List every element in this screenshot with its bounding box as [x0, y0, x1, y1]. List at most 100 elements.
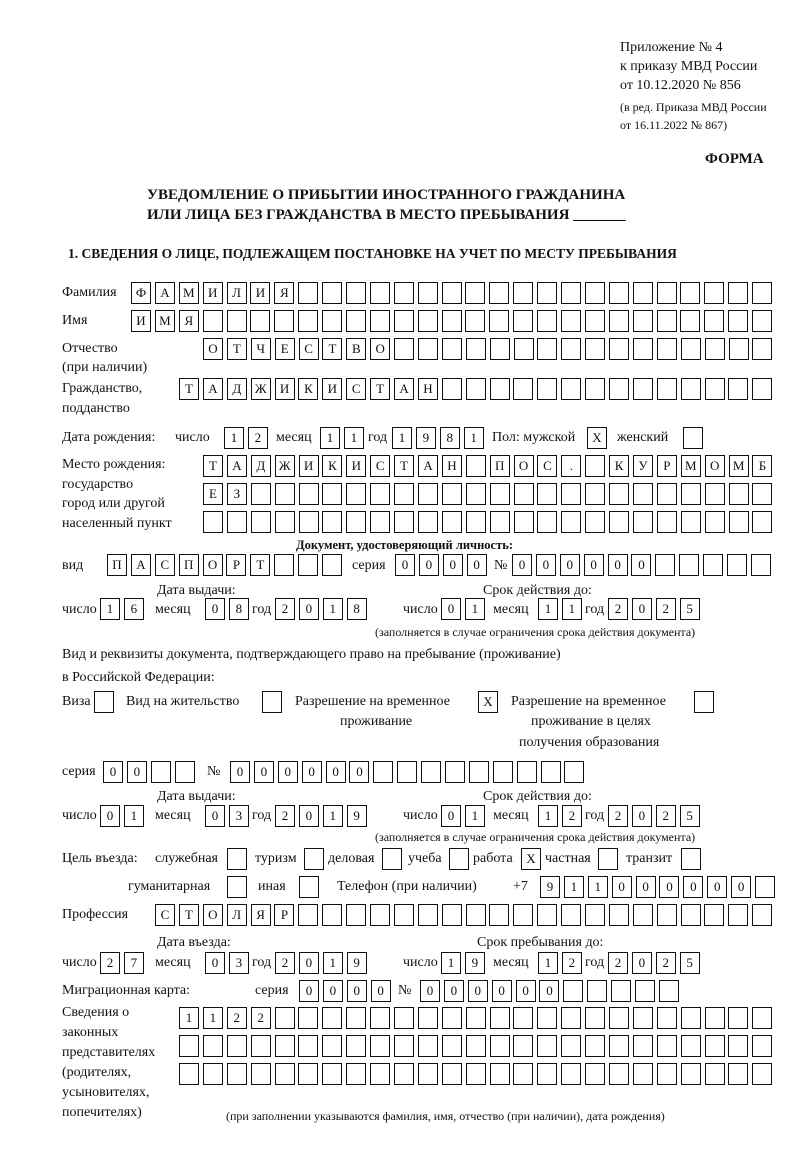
char-cell[interactable]: [489, 511, 510, 533]
char-cell[interactable]: С: [155, 904, 175, 926]
char-cell[interactable]: [202, 1063, 223, 1085]
char-cell[interactable]: 1: [538, 952, 558, 974]
char-cell[interactable]: [633, 338, 654, 360]
char-cell[interactable]: Ч: [250, 338, 271, 360]
purpose-official-checkbox[interactable]: [227, 848, 247, 870]
char-cell[interactable]: [728, 338, 749, 360]
char-cell[interactable]: [298, 511, 319, 533]
char-cell[interactable]: 1: [587, 876, 608, 898]
char-cell[interactable]: [728, 1063, 749, 1085]
char-cell[interactable]: [441, 338, 462, 360]
char-cell[interactable]: [489, 483, 510, 505]
char-cell[interactable]: [298, 554, 319, 576]
char-cell[interactable]: [394, 1035, 415, 1057]
char-cell[interactable]: [441, 378, 462, 400]
char-cell[interactable]: Т: [226, 338, 247, 360]
char-cell[interactable]: [421, 761, 442, 783]
char-cell[interactable]: [250, 511, 271, 533]
char-cell[interactable]: 0: [277, 761, 298, 783]
char-cell[interactable]: [632, 310, 653, 332]
char-cell[interactable]: [537, 1035, 558, 1057]
char-cell[interactable]: А: [418, 455, 439, 477]
char-cell[interactable]: [728, 483, 749, 505]
char-cell[interactable]: [441, 511, 462, 533]
char-cell[interactable]: 1: [538, 805, 558, 827]
char-cell[interactable]: [609, 511, 630, 533]
char-cell[interactable]: [441, 282, 462, 304]
char-cell[interactable]: 0: [707, 876, 728, 898]
char-cell[interactable]: [150, 761, 171, 783]
char-cell[interactable]: [322, 483, 343, 505]
char-cell[interactable]: 9: [346, 952, 367, 974]
char-cell[interactable]: П: [489, 455, 510, 477]
char-cell[interactable]: 1: [343, 427, 364, 449]
char-cell[interactable]: 7: [123, 952, 144, 974]
char-cell[interactable]: [752, 483, 773, 505]
char-cell[interactable]: [274, 1007, 295, 1029]
char-cell[interactable]: [680, 904, 701, 926]
char-cell[interactable]: 0: [103, 761, 123, 783]
char-cell[interactable]: [658, 980, 679, 1002]
char-cell[interactable]: 2: [655, 952, 676, 974]
char-cell[interactable]: [728, 378, 749, 400]
char-cell[interactable]: 1: [322, 952, 343, 974]
char-cell[interactable]: [680, 338, 701, 360]
char-cell[interactable]: [370, 904, 391, 926]
char-cell[interactable]: [656, 1035, 677, 1057]
char-cell[interactable]: Т: [322, 338, 343, 360]
char-cell[interactable]: З: [226, 483, 247, 505]
char-cell[interactable]: О: [203, 338, 223, 360]
char-cell[interactable]: [632, 282, 653, 304]
char-cell[interactable]: [752, 1063, 773, 1085]
char-cell[interactable]: [489, 904, 510, 926]
char-cell[interactable]: [417, 1035, 438, 1057]
char-cell[interactable]: [274, 483, 295, 505]
representatives-row[interactable]: [179, 1035, 773, 1057]
char-cell[interactable]: [585, 455, 606, 477]
char-cell[interactable]: [226, 511, 247, 533]
char-cell[interactable]: [489, 1063, 510, 1085]
char-cell[interactable]: В: [346, 338, 367, 360]
char-cell[interactable]: [274, 1035, 295, 1057]
char-cell[interactable]: [513, 282, 534, 304]
char-cell[interactable]: [274, 310, 295, 332]
char-cell[interactable]: [322, 1063, 343, 1085]
char-cell[interactable]: 0: [631, 805, 652, 827]
char-cell[interactable]: [561, 338, 582, 360]
purpose-business-checkbox[interactable]: [382, 848, 402, 870]
char-cell[interactable]: [513, 378, 534, 400]
char-cell[interactable]: [609, 338, 630, 360]
char-cell[interactable]: [704, 511, 725, 533]
char-cell[interactable]: 2: [655, 598, 676, 620]
char-cell[interactable]: [755, 876, 776, 898]
char-cell[interactable]: [727, 554, 748, 576]
char-cell[interactable]: Т: [250, 554, 271, 576]
char-cell[interactable]: [704, 1035, 725, 1057]
char-cell[interactable]: [441, 904, 462, 926]
char-cell[interactable]: 2: [250, 1007, 271, 1029]
char-cell[interactable]: Я: [250, 904, 271, 926]
char-cell[interactable]: [346, 483, 367, 505]
char-cell[interactable]: [704, 338, 725, 360]
char-cell[interactable]: А: [226, 455, 247, 477]
char-cell[interactable]: [585, 904, 606, 926]
char-cell[interactable]: 0: [441, 805, 461, 827]
char-cell[interactable]: 0: [635, 876, 656, 898]
char-cell[interactable]: 1: [463, 427, 484, 449]
char-cell[interactable]: М: [728, 455, 749, 477]
char-cell[interactable]: [680, 282, 701, 304]
char-cell[interactable]: К: [609, 455, 630, 477]
char-cell[interactable]: О: [202, 904, 223, 926]
char-cell[interactable]: [94, 691, 114, 713]
char-cell[interactable]: 1: [464, 805, 485, 827]
char-cell[interactable]: 0: [631, 554, 652, 576]
char-cell[interactable]: [394, 511, 415, 533]
